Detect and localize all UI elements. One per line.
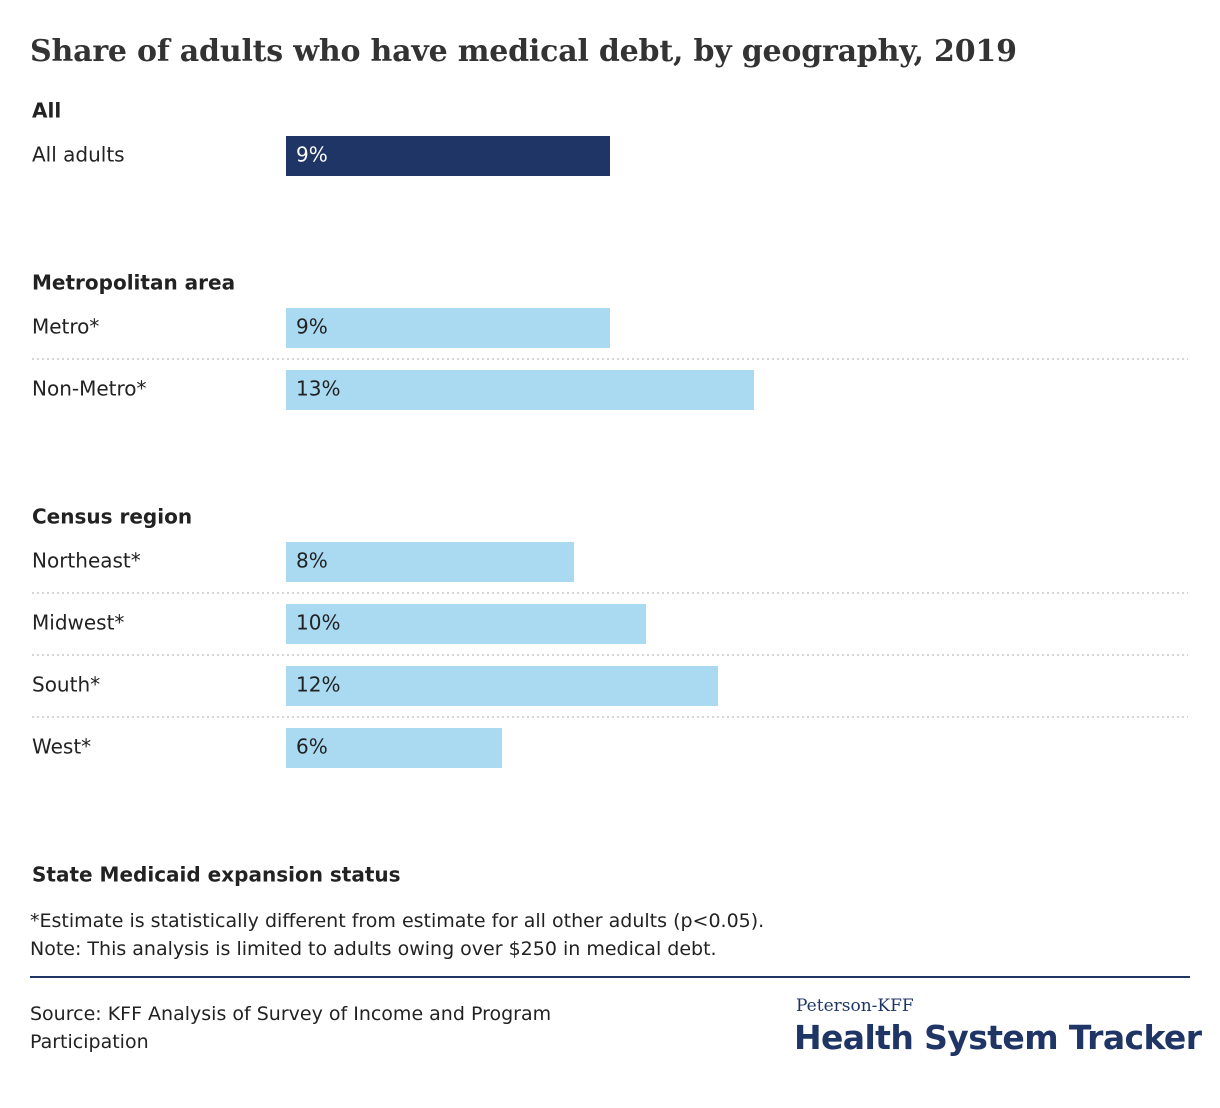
bar-value-non-metro: 13%	[296, 377, 340, 401]
bar-all-adults	[286, 136, 610, 176]
bar-metro	[286, 308, 610, 348]
bar-south	[286, 666, 718, 706]
chart-title: Share of adults who have medical debt, b…	[30, 34, 1017, 69]
bar-value-northeast: 8%	[296, 549, 328, 573]
analysis-note: Note: This analysis is limited to adults…	[30, 938, 717, 960]
row-label-all-adults: All adults	[32, 143, 125, 167]
brand-peterson-kff: Peterson-KFF	[796, 996, 914, 1016]
footer-divider	[30, 976, 1190, 978]
row-label-west: West*	[32, 735, 91, 759]
row-label-midwest: Midwest*	[32, 611, 124, 635]
bar-value-metro: 9%	[296, 315, 328, 339]
bar-value-midwest: 10%	[296, 611, 340, 635]
group-header-all: All	[32, 99, 61, 123]
bar-northeast	[286, 542, 574, 582]
row-label-south: South*	[32, 673, 100, 697]
row-label-northeast: Northeast*	[32, 549, 141, 573]
row-label-non-metro: Non-Metro*	[32, 377, 147, 401]
bar-non-metro	[286, 370, 754, 410]
row-label-metro: Metro*	[32, 315, 99, 339]
brand-health-system-tracker: Health System Tracker	[794, 1018, 1202, 1057]
group-header-census-region: Census region	[32, 505, 192, 529]
bar-value-all-adults: 9%	[296, 143, 328, 167]
bar-chart: All All adults 9% Metropolitan area Metro* 9%…	[32, 99, 1188, 887]
bar-value-south: 12%	[296, 673, 340, 697]
group-header-metropolitan-area: Metropolitan area	[32, 271, 235, 295]
bar-value-west: 6%	[296, 735, 328, 759]
group-header-state-medicaid-expansion-status: State Medicaid expansion status	[32, 863, 401, 887]
source-text: Source: KFF Analysis of Survey of Income…	[30, 1003, 552, 1053]
significance-footnote: *Estimate is statistically different fro…	[30, 910, 765, 932]
bar-west	[286, 728, 502, 768]
bar-midwest	[286, 604, 646, 644]
